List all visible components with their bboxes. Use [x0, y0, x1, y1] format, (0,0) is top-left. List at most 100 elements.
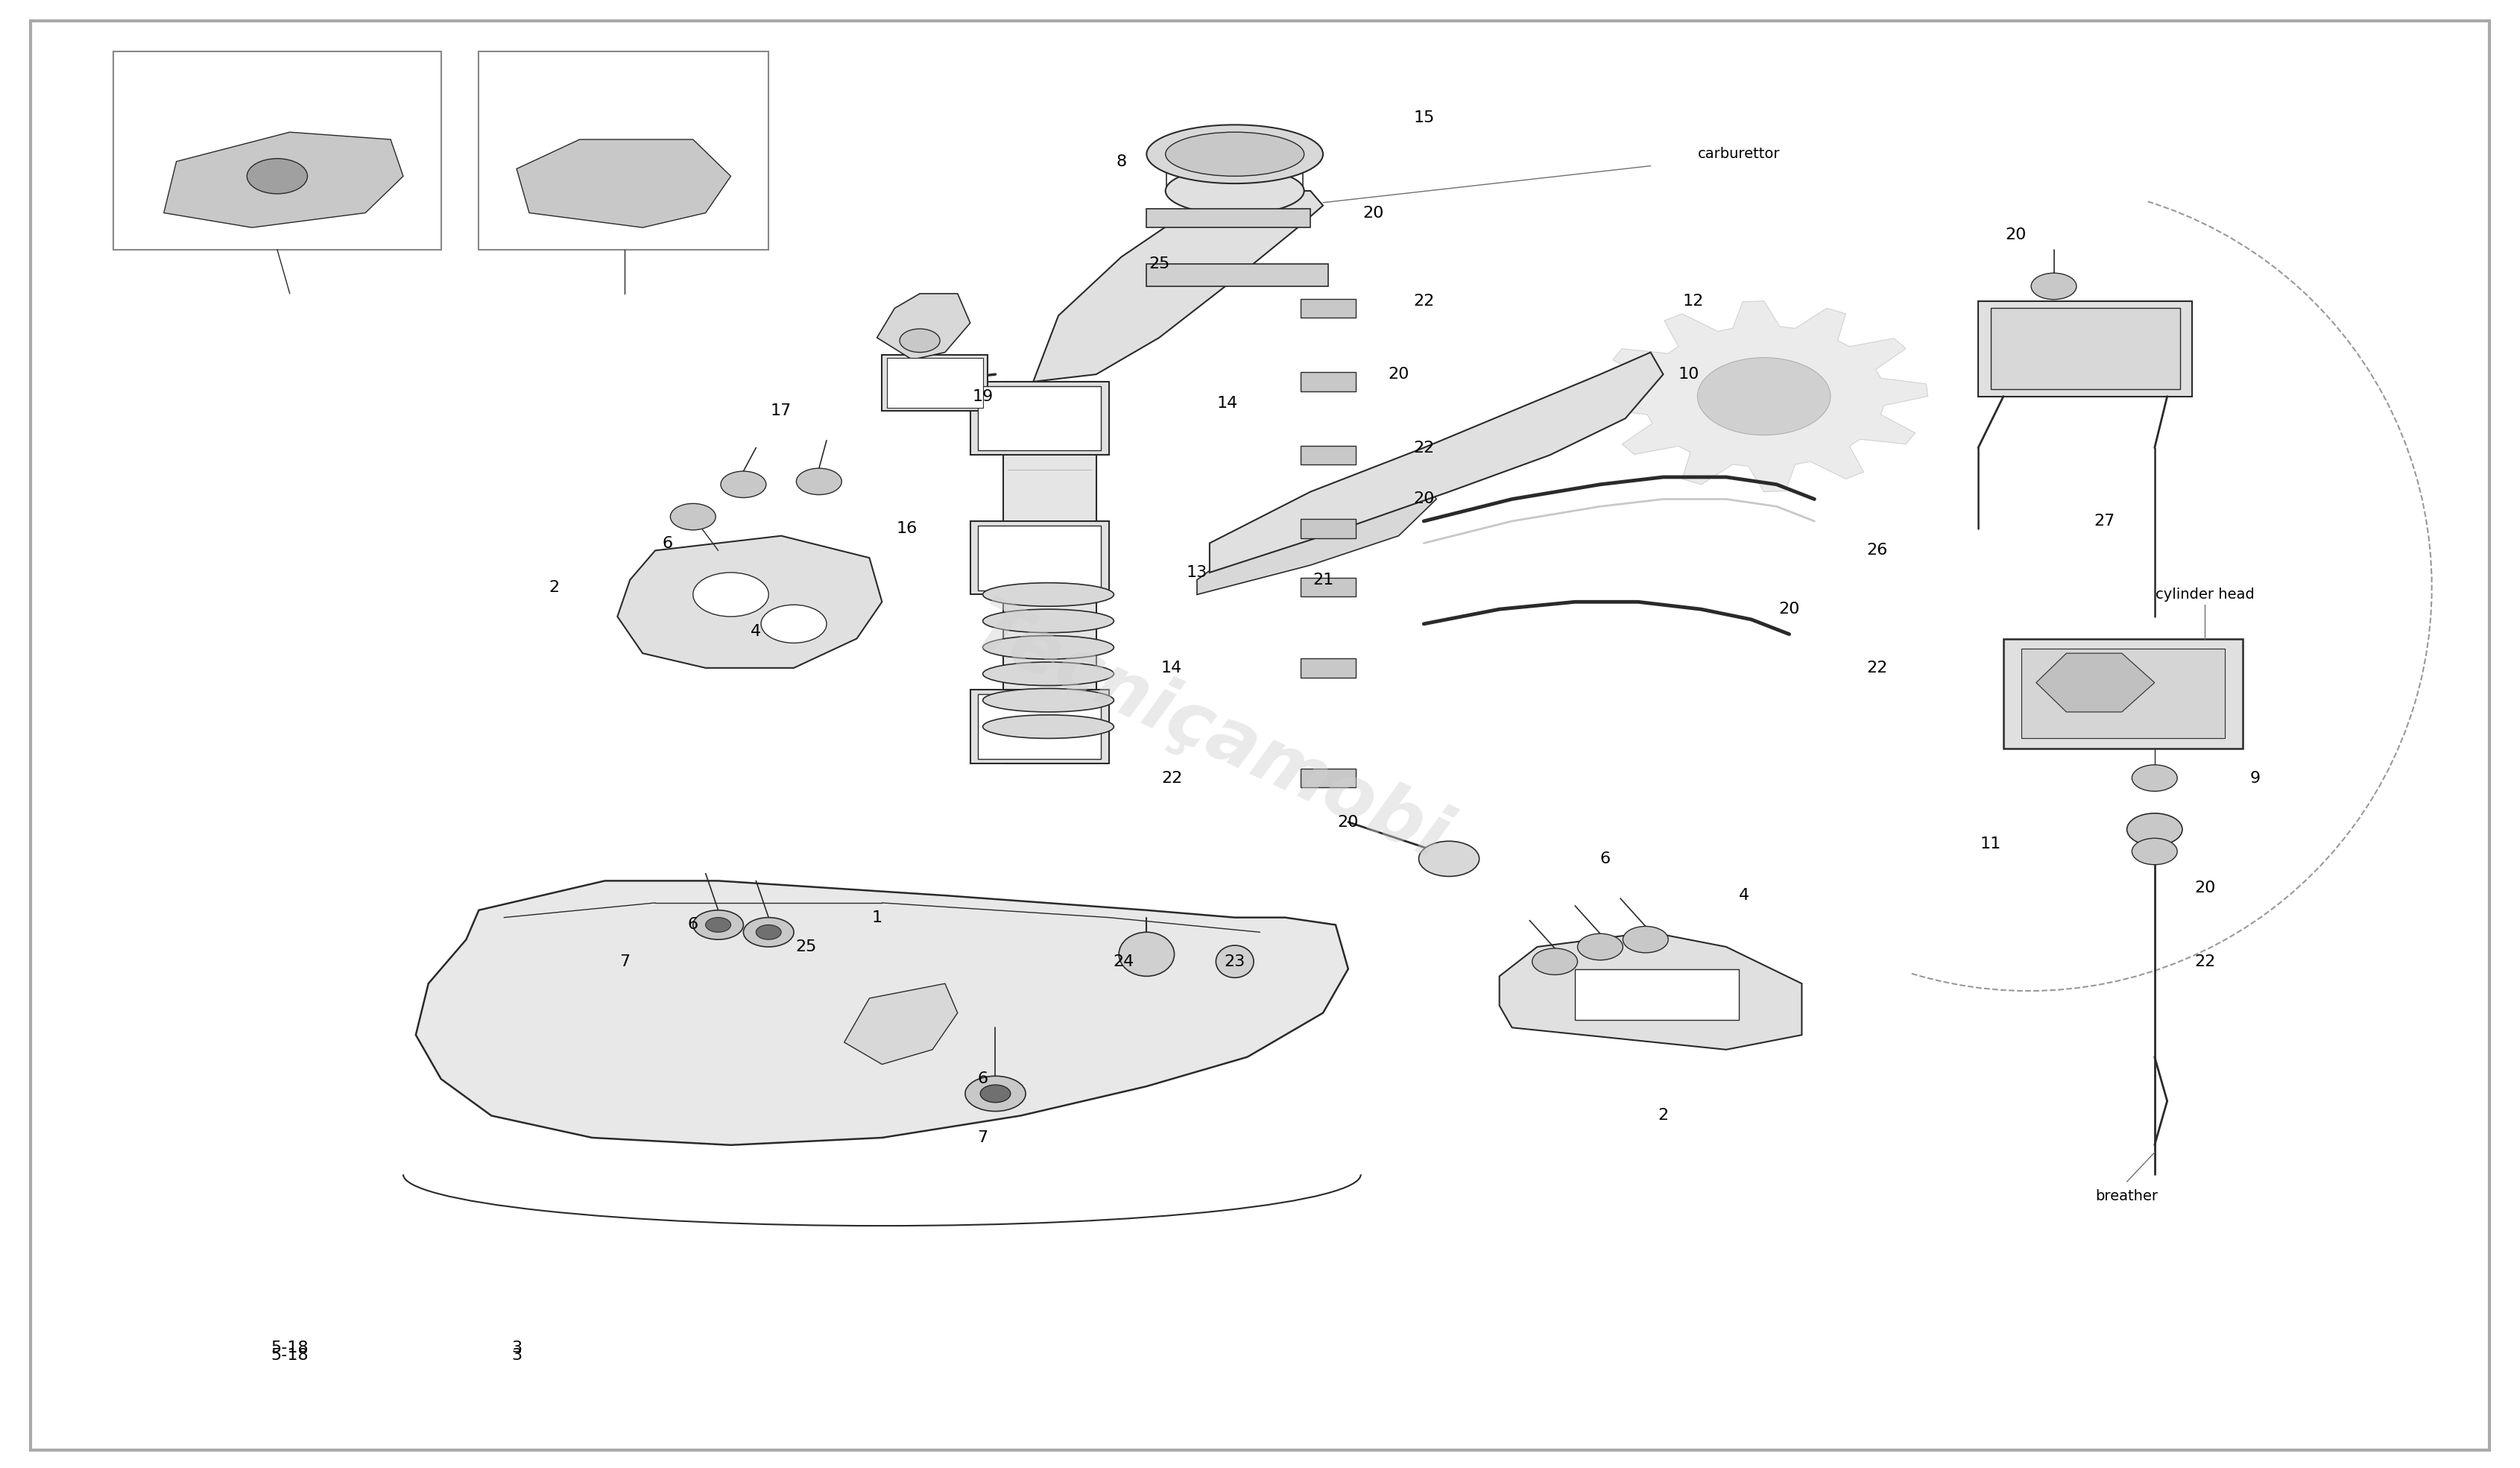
Circle shape: [693, 910, 743, 940]
Text: 9: 9: [2250, 771, 2260, 785]
Circle shape: [1623, 926, 1668, 953]
Text: 20: 20: [1363, 206, 1383, 220]
Polygon shape: [1033, 191, 1323, 382]
Text: 20: 20: [1389, 367, 1409, 382]
Circle shape: [1532, 948, 1578, 975]
Text: 11: 11: [1981, 837, 2001, 851]
Circle shape: [2127, 813, 2182, 846]
Text: 20: 20: [1338, 815, 1358, 829]
Bar: [1978, 301, 2192, 396]
Circle shape: [980, 1085, 1011, 1102]
Bar: [1300, 518, 1356, 537]
Bar: [970, 690, 1109, 763]
Bar: [1300, 769, 1356, 787]
Polygon shape: [517, 139, 731, 228]
Bar: [1147, 208, 1310, 228]
Circle shape: [1578, 934, 1623, 960]
Circle shape: [2031, 273, 2076, 299]
Text: 8: 8: [1116, 154, 1126, 169]
Text: 6: 6: [978, 1072, 988, 1086]
Circle shape: [2132, 838, 2177, 865]
Text: 25: 25: [1149, 257, 1169, 272]
Text: 20: 20: [1779, 602, 1799, 617]
Text: 25: 25: [796, 940, 816, 954]
Polygon shape: [1600, 301, 1928, 492]
Text: 3: 3: [512, 1348, 522, 1362]
Ellipse shape: [1215, 945, 1255, 978]
Bar: [978, 386, 1101, 451]
Text: cylinder head: cylinder head: [2155, 587, 2255, 602]
Text: 10: 10: [1678, 367, 1698, 382]
Circle shape: [247, 159, 307, 194]
Text: 6: 6: [688, 918, 698, 932]
Text: 24: 24: [1114, 954, 1134, 969]
Text: 7: 7: [620, 954, 630, 969]
Polygon shape: [1197, 477, 1436, 595]
Text: 2: 2: [549, 580, 559, 595]
Text: 1: 1: [872, 910, 882, 925]
Polygon shape: [617, 536, 882, 668]
Text: 4: 4: [1739, 888, 1749, 903]
Bar: [1300, 298, 1356, 317]
Ellipse shape: [983, 636, 1114, 659]
Text: 22: 22: [1162, 771, 1182, 785]
Bar: [479, 51, 769, 250]
Text: 13: 13: [1187, 565, 1207, 580]
Text: 6: 6: [663, 536, 673, 550]
Text: 21: 21: [1313, 573, 1333, 587]
Bar: [978, 694, 1101, 759]
Ellipse shape: [983, 583, 1114, 606]
Text: 26: 26: [1867, 543, 1887, 558]
Bar: [113, 51, 441, 250]
Ellipse shape: [1164, 132, 1305, 176]
Circle shape: [796, 468, 842, 495]
Text: 22: 22: [1414, 294, 1434, 308]
Bar: [970, 521, 1109, 595]
Text: carburettor: carburettor: [1698, 147, 1779, 161]
Circle shape: [900, 329, 940, 352]
Polygon shape: [164, 132, 403, 228]
Polygon shape: [1210, 352, 1663, 573]
Text: 23: 23: [1225, 954, 1245, 969]
Bar: [887, 358, 983, 408]
Text: 20: 20: [1414, 492, 1434, 506]
Bar: [978, 526, 1101, 590]
Text: 20: 20: [2195, 881, 2215, 895]
Ellipse shape: [983, 662, 1114, 686]
Circle shape: [1419, 841, 1479, 876]
Text: 16: 16: [897, 521, 917, 536]
Polygon shape: [1499, 932, 1802, 1050]
Circle shape: [756, 925, 781, 940]
Ellipse shape: [983, 688, 1114, 712]
Text: 3: 3: [512, 1340, 522, 1355]
Bar: [1300, 446, 1356, 464]
Bar: [1300, 658, 1356, 677]
Circle shape: [965, 1076, 1026, 1111]
Bar: [970, 382, 1109, 455]
Circle shape: [2132, 765, 2177, 791]
Text: 2: 2: [1658, 1108, 1668, 1123]
Polygon shape: [844, 984, 958, 1064]
Circle shape: [706, 918, 731, 932]
Bar: [1300, 371, 1356, 390]
Bar: [1991, 308, 2180, 389]
Text: 19: 19: [973, 389, 993, 404]
Text: 27: 27: [2094, 514, 2114, 528]
Text: 5-18: 5-18: [272, 1348, 307, 1362]
Text: 15: 15: [1414, 110, 1434, 125]
Polygon shape: [1003, 382, 1096, 763]
Text: 5-18: 5-18: [272, 1340, 307, 1355]
Text: 4: 4: [751, 624, 761, 639]
Text: 7: 7: [978, 1130, 988, 1145]
Bar: [2021, 649, 2225, 738]
Text: 14: 14: [1162, 661, 1182, 675]
Ellipse shape: [983, 609, 1114, 633]
Text: 14: 14: [1217, 396, 1237, 411]
Circle shape: [721, 471, 766, 498]
Text: 20: 20: [2006, 228, 2026, 242]
Ellipse shape: [983, 715, 1114, 738]
Text: 22: 22: [1414, 440, 1434, 455]
Bar: [1575, 969, 1739, 1020]
Bar: [2003, 639, 2243, 749]
Polygon shape: [877, 294, 970, 360]
